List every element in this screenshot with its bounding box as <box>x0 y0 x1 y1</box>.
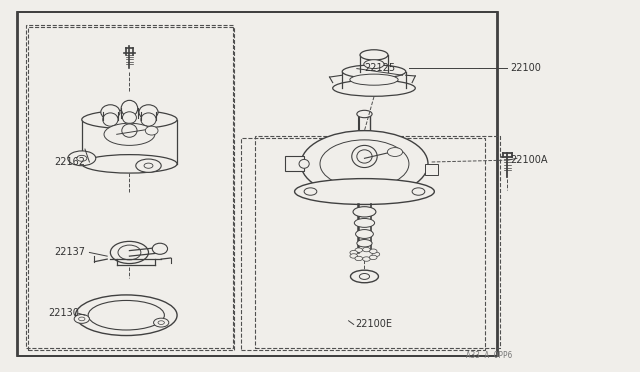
Ellipse shape <box>369 255 377 260</box>
Ellipse shape <box>357 110 372 118</box>
Ellipse shape <box>350 74 398 85</box>
Ellipse shape <box>356 230 373 238</box>
Ellipse shape <box>372 252 380 257</box>
Ellipse shape <box>320 140 409 188</box>
Ellipse shape <box>136 159 161 172</box>
Ellipse shape <box>387 148 403 157</box>
Ellipse shape <box>299 160 309 168</box>
Ellipse shape <box>110 241 148 263</box>
Text: 22100: 22100 <box>511 63 541 73</box>
Ellipse shape <box>88 301 164 330</box>
Ellipse shape <box>357 240 372 247</box>
Ellipse shape <box>352 145 377 167</box>
Ellipse shape <box>360 50 388 60</box>
Ellipse shape <box>145 126 158 135</box>
Ellipse shape <box>82 110 177 129</box>
Ellipse shape <box>363 247 371 252</box>
Ellipse shape <box>350 250 358 255</box>
Ellipse shape <box>357 150 372 163</box>
Text: 22125: 22125 <box>364 63 396 73</box>
Ellipse shape <box>355 218 374 227</box>
Ellipse shape <box>154 318 169 327</box>
Ellipse shape <box>294 179 435 205</box>
Bar <box>425 164 438 175</box>
Ellipse shape <box>121 100 138 116</box>
Ellipse shape <box>158 321 164 324</box>
Ellipse shape <box>364 60 384 68</box>
Ellipse shape <box>144 163 153 168</box>
Ellipse shape <box>152 243 168 254</box>
Text: A33 A 0PP6: A33 A 0PP6 <box>466 351 513 360</box>
Ellipse shape <box>301 131 428 197</box>
Ellipse shape <box>74 314 90 323</box>
Ellipse shape <box>363 257 371 261</box>
Ellipse shape <box>79 317 85 321</box>
Ellipse shape <box>360 273 369 279</box>
Ellipse shape <box>122 112 136 124</box>
Bar <box>241 138 485 350</box>
Ellipse shape <box>342 65 406 78</box>
Bar <box>285 157 304 171</box>
Ellipse shape <box>353 207 376 217</box>
Ellipse shape <box>104 123 155 145</box>
Ellipse shape <box>76 295 177 336</box>
Ellipse shape <box>355 256 362 261</box>
Ellipse shape <box>333 80 415 96</box>
Bar <box>17 13 497 356</box>
Ellipse shape <box>412 188 425 195</box>
Bar <box>19 13 498 356</box>
Ellipse shape <box>82 155 177 173</box>
Text: 22137: 22137 <box>54 247 86 257</box>
Ellipse shape <box>122 124 137 137</box>
Ellipse shape <box>139 105 158 119</box>
Bar <box>26 25 233 349</box>
Ellipse shape <box>369 249 377 253</box>
Ellipse shape <box>350 254 358 258</box>
Ellipse shape <box>304 188 317 195</box>
Bar <box>28 27 234 350</box>
Ellipse shape <box>141 113 156 126</box>
Text: 22162: 22162 <box>54 157 86 167</box>
Ellipse shape <box>351 270 378 283</box>
Text: 22130: 22130 <box>48 308 79 318</box>
Bar <box>255 136 500 349</box>
Ellipse shape <box>355 248 362 252</box>
Ellipse shape <box>118 245 141 260</box>
Text: 22100A: 22100A <box>511 155 548 165</box>
Ellipse shape <box>101 105 120 119</box>
Ellipse shape <box>77 155 87 161</box>
Ellipse shape <box>103 113 118 126</box>
Text: 22100E: 22100E <box>355 320 392 330</box>
Ellipse shape <box>68 151 96 166</box>
